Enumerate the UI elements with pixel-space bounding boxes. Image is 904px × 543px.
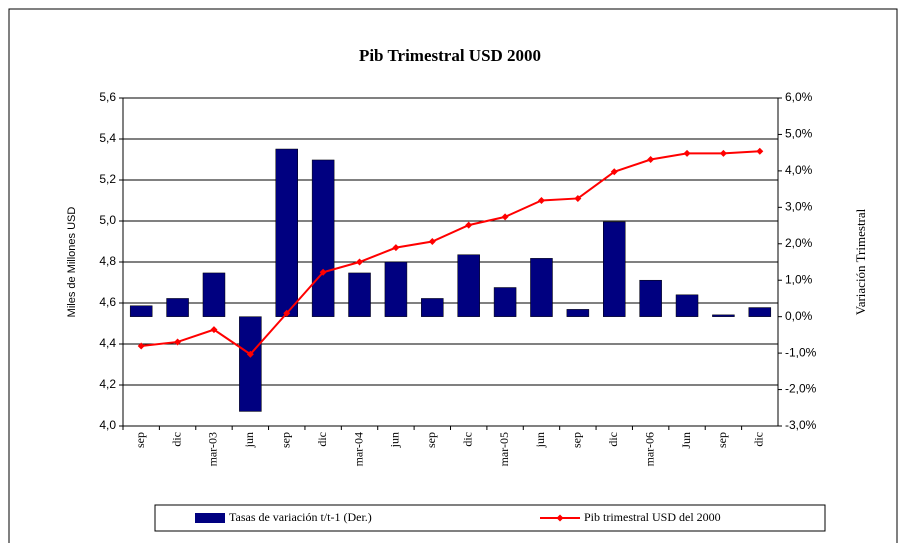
y-tick-label: 5,2 xyxy=(99,172,116,186)
line-marker xyxy=(174,338,182,346)
x-tick-label: sep xyxy=(279,432,293,448)
line-marker xyxy=(537,197,545,204)
y2-tick-label: -2,0% xyxy=(785,382,817,396)
line-marker xyxy=(501,213,509,221)
legend-label: Tasas de variación t/t-1 (Der.) xyxy=(229,510,372,524)
bar xyxy=(202,272,226,317)
line-marker xyxy=(756,147,764,155)
y2-tick-label: -1,0% xyxy=(785,345,817,359)
y2-tick-label: 5,0% xyxy=(785,127,813,141)
line-marker xyxy=(610,168,618,176)
y2-tick-label: 4,0% xyxy=(785,163,813,177)
y2-tick-label: 0,0% xyxy=(785,309,813,323)
y-axis-label: Miles de Millones USD xyxy=(66,207,78,318)
bar xyxy=(348,272,371,317)
bar xyxy=(166,298,189,317)
bar xyxy=(530,258,553,317)
y-tick-label: 4,6 xyxy=(99,295,116,309)
x-tick-label: mar-04 xyxy=(351,432,365,466)
bar xyxy=(421,298,444,317)
line-marker xyxy=(647,156,655,163)
x-tick-label: dic xyxy=(315,432,329,447)
line-marker xyxy=(283,309,291,317)
x-tick-label: jun xyxy=(533,432,547,448)
bar xyxy=(712,314,735,317)
line-marker xyxy=(319,268,327,276)
line-marker xyxy=(356,258,364,266)
x-tick-label: sep xyxy=(715,432,729,448)
y2-tick-label: 2,0% xyxy=(785,236,813,250)
legend-swatch xyxy=(195,513,225,523)
chart-title: Pib Trimestral USD 2000 xyxy=(359,46,541,65)
x-tick-label: dic xyxy=(606,432,620,447)
x-tick-label: Jun xyxy=(679,432,693,449)
x-tick-label: jun xyxy=(242,432,256,448)
y-tick-label: 4,0 xyxy=(99,418,116,432)
chart-border xyxy=(8,8,898,543)
x-tick-label: sep xyxy=(570,432,584,448)
bar xyxy=(639,279,662,317)
line-marker xyxy=(392,244,400,252)
y2-tick-label: 3,0% xyxy=(785,200,813,214)
line-marker xyxy=(210,326,218,334)
x-tick-label: dic xyxy=(169,432,183,447)
x-tick-label: jun xyxy=(388,432,402,448)
x-tick-label: mar-03 xyxy=(206,432,220,466)
y2-tick-label: 6,0% xyxy=(785,90,813,104)
bar xyxy=(275,148,298,317)
line-marker xyxy=(719,149,727,157)
y-tick-label: 4,2 xyxy=(99,377,116,391)
bar xyxy=(239,316,262,412)
y2-axis-label: Variación Trimestral xyxy=(853,208,868,315)
y2-tick-label: -3,0% xyxy=(785,418,817,432)
x-tick-label: sep xyxy=(133,432,147,448)
y-tick-label: 5,4 xyxy=(99,131,116,145)
line-marker xyxy=(428,238,436,245)
legend-box xyxy=(154,504,826,532)
line-marker xyxy=(465,221,473,229)
line-marker xyxy=(137,342,145,350)
legend-label: Pib trimestral USD del 2000 xyxy=(584,510,721,524)
y-tick-label: 4,4 xyxy=(99,336,116,350)
line-marker xyxy=(574,194,582,202)
bar xyxy=(384,261,408,317)
x-tick-label: mar-06 xyxy=(642,432,656,466)
bar xyxy=(566,309,590,317)
bar xyxy=(493,287,517,317)
bar xyxy=(675,294,699,317)
bar xyxy=(457,254,480,317)
y-tick-label: 5,0 xyxy=(99,213,116,227)
bar xyxy=(129,305,153,317)
y2-tick-label: 1,0% xyxy=(785,272,813,286)
line-marker xyxy=(246,350,254,358)
y-tick-label: 4,8 xyxy=(99,254,116,268)
x-tick-label: dic xyxy=(752,432,766,447)
line xyxy=(141,150,760,356)
x-tick-label: mar-05 xyxy=(497,432,511,466)
bar xyxy=(603,221,626,317)
y-tick-label: 5,6 xyxy=(99,90,116,104)
bar xyxy=(311,159,335,317)
legend-marker xyxy=(556,514,564,522)
line-marker xyxy=(683,149,691,157)
x-tick-label: sep xyxy=(424,432,438,448)
bar xyxy=(748,307,772,317)
x-tick-label: dic xyxy=(460,432,474,447)
